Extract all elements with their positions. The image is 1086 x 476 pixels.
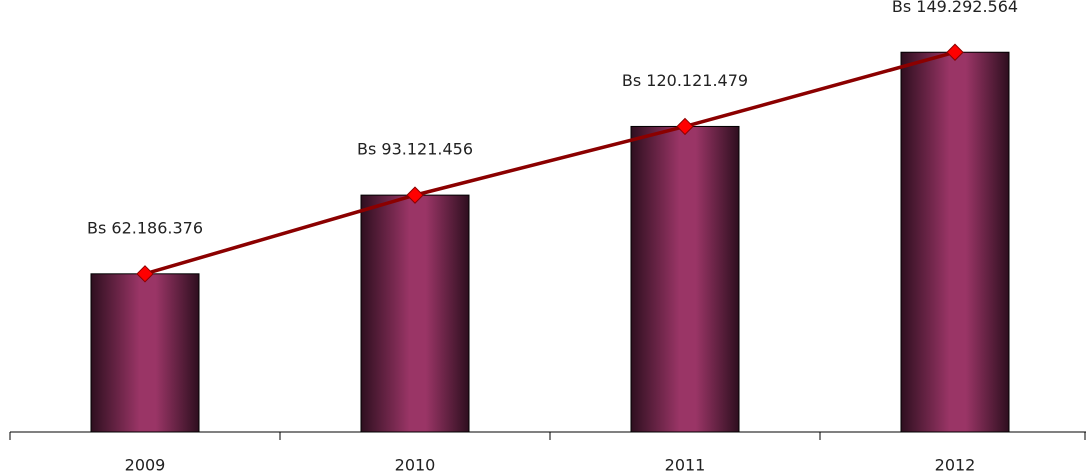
data-label: Bs 62.186.376 bbox=[87, 218, 203, 237]
data-label: Bs 149.292.564 bbox=[892, 0, 1018, 16]
x-tick-label: 2011 bbox=[665, 456, 706, 475]
marker bbox=[946, 43, 964, 61]
marker bbox=[676, 117, 694, 136]
marker bbox=[136, 265, 154, 283]
x-tick-label: 2012 bbox=[935, 456, 976, 475]
x-tick-label: 2010 bbox=[395, 456, 436, 475]
bar bbox=[900, 51, 1010, 433]
data-label: Bs 120.121.479 bbox=[622, 71, 748, 90]
line bbox=[144, 50, 956, 276]
marker bbox=[406, 186, 424, 204]
bar bbox=[90, 273, 200, 433]
data-label: Bs 93.121.456 bbox=[357, 140, 473, 159]
bar bbox=[360, 194, 470, 433]
bar bbox=[630, 125, 740, 433]
x-tick-label: 2009 bbox=[125, 456, 166, 475]
